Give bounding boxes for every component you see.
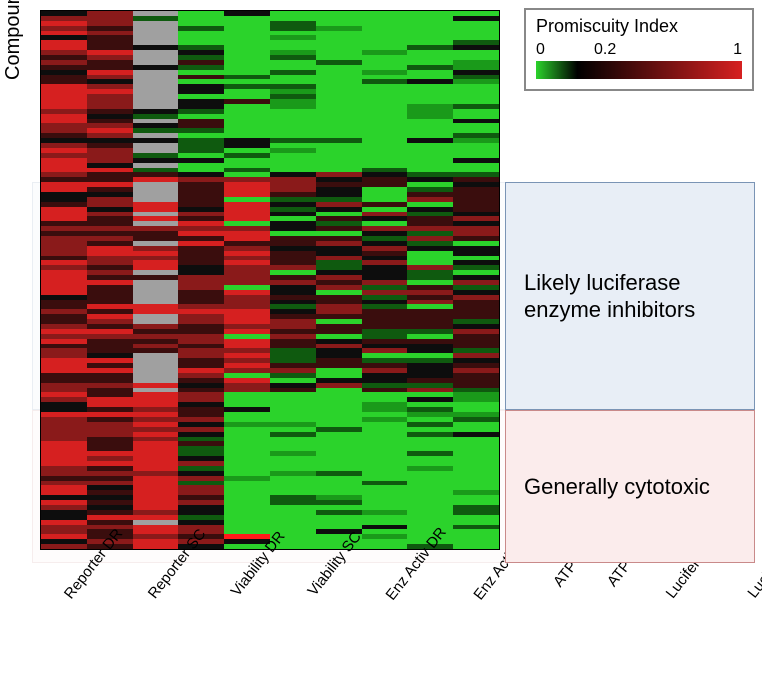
heatmap — [40, 10, 500, 550]
legend-colorbar — [536, 61, 742, 79]
annotation-cytotoxic: Generally cytotoxic — [505, 410, 755, 563]
heatmap-cell — [41, 544, 87, 549]
legend-ticks: 0 0.2 1 — [536, 41, 742, 59]
legend-tick-mid: 0.2 — [594, 41, 624, 59]
legend: Promiscuity Index 0 0.2 1 — [524, 8, 754, 91]
y-axis-label: Compounds — [2, 0, 25, 80]
x-axis-labels: Reporter DRReporter SCViability DRViabil… — [40, 555, 500, 578]
heatmap-cell — [453, 544, 499, 549]
heatmap-cell — [362, 544, 408, 549]
annotation-luciferase: Likely luciferase enzyme inhibitors — [505, 182, 755, 410]
legend-title: Promiscuity Index — [536, 16, 742, 37]
legend-tick-min: 0 — [536, 41, 566, 59]
legend-tick-max: 1 — [712, 41, 742, 59]
